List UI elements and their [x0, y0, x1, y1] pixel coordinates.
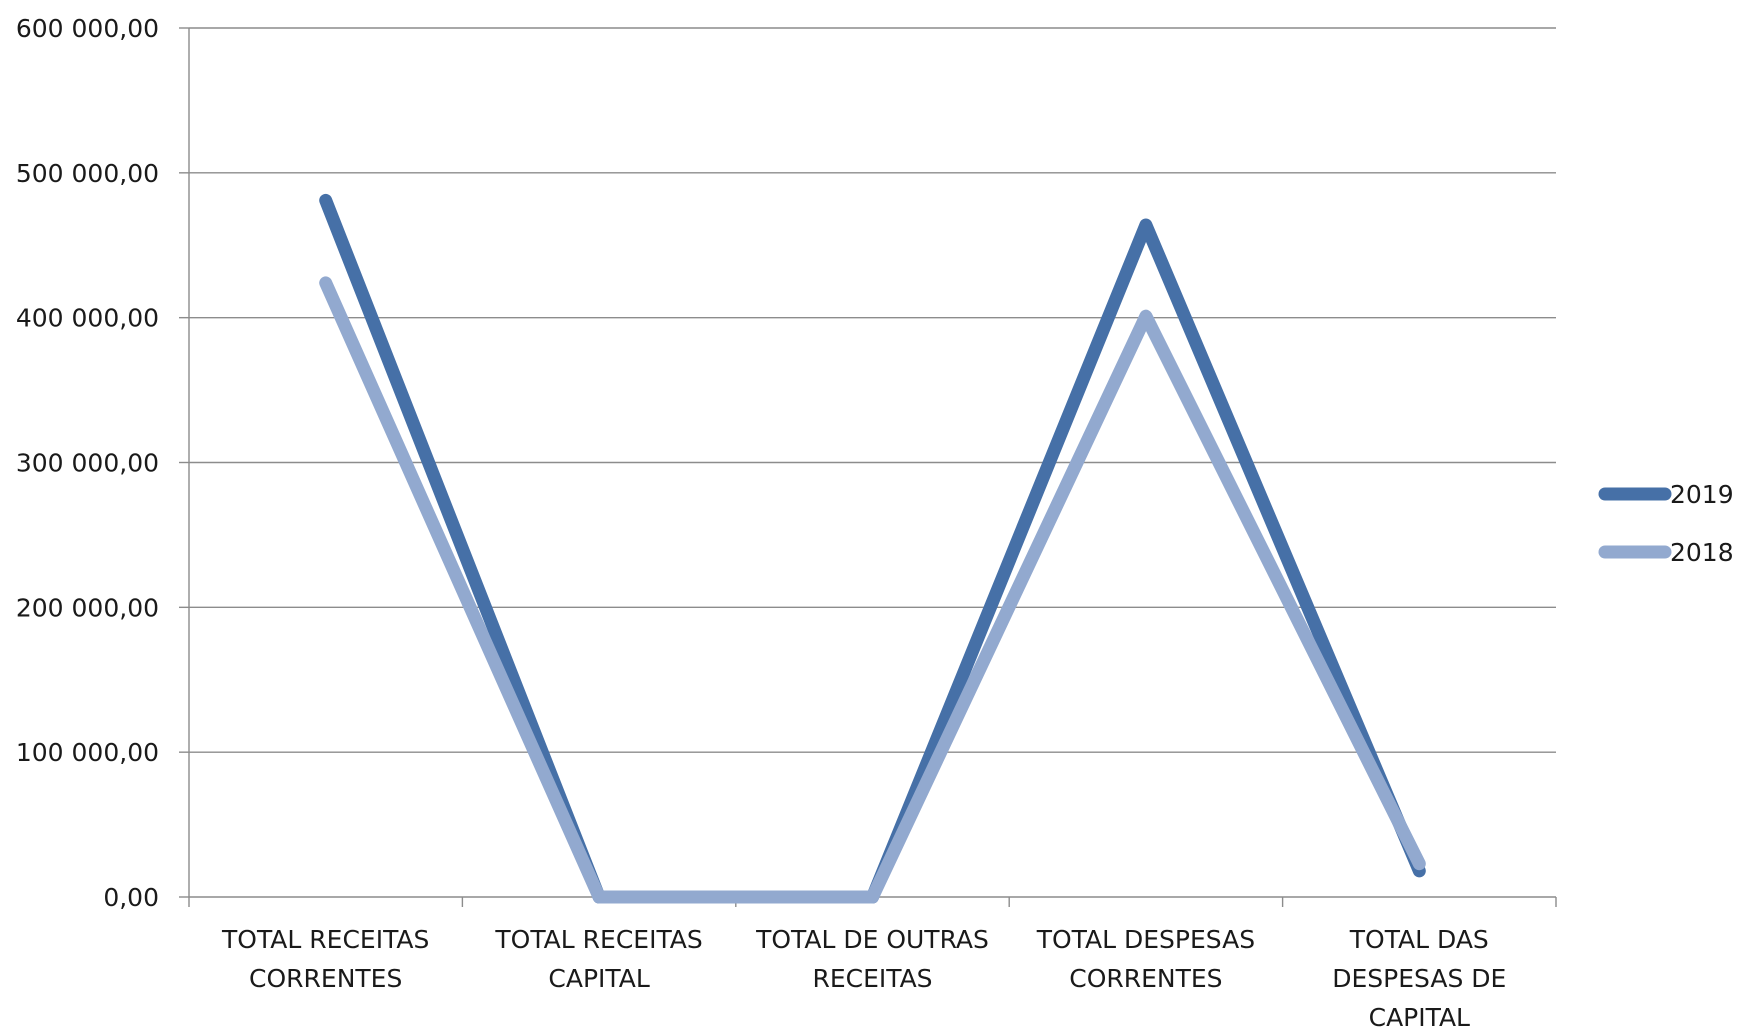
- x-category-label-line: TOTAL DESPESAS: [1036, 925, 1255, 954]
- x-category-label: TOTAL DE OUTRAS RECEITAS: [755, 925, 989, 993]
- x-category-label: TOTAL RECEITAS CORRENTES: [221, 925, 429, 993]
- x-category-label: TOTAL RECEITAS CAPITAL: [494, 925, 702, 993]
- x-category-label-line: CORRENTES: [1069, 964, 1222, 993]
- y-tick-label: 600 000,00: [16, 14, 159, 43]
- axes: [179, 27, 1557, 907]
- y-tick-label: 500 000,00: [16, 159, 159, 188]
- y-tick-label: 100 000,00: [16, 738, 159, 767]
- y-tick-label: 300 000,00: [16, 449, 159, 478]
- y-tick-label: 200 000,00: [16, 593, 159, 622]
- y-axis-tick-labels: 0,00 100 000,00 200 000,00 300 000,00 400 00…: [16, 14, 159, 912]
- legend: 2019 2018: [1598, 480, 1734, 567]
- grid-lines: [189, 27, 1556, 753]
- x-category-label-line: RECEITAS: [812, 964, 932, 993]
- x-category-label: TOTAL DESPESAS CORRENTES: [1036, 925, 1255, 993]
- x-category-label: TOTAL DAS DESPESAS DE CAPITAL: [1332, 925, 1506, 1030]
- legend-label-2019: 2019: [1670, 480, 1734, 509]
- y-tick-label: 400 000,00: [16, 304, 159, 333]
- x-category-label-line: TOTAL DAS: [1349, 925, 1489, 954]
- x-category-label-line: TOTAL RECEITAS: [494, 925, 702, 954]
- series-lines: [319, 193, 1426, 904]
- x-category-label-line: CAPITAL: [548, 964, 649, 993]
- x-category-label-line: TOTAL RECEITAS: [221, 925, 429, 954]
- legend-label-2018: 2018: [1670, 538, 1734, 567]
- series-line-2018: [319, 276, 1426, 904]
- x-axis-category-labels: TOTAL RECEITAS CORRENTES TOTAL RECEITAS CAP…: [221, 925, 1506, 1030]
- x-category-label-line: DESPESAS DE: [1332, 964, 1506, 993]
- x-category-label-line: CORRENTES: [249, 964, 402, 993]
- x-category-label-line: CAPITAL: [1369, 1003, 1470, 1030]
- x-category-label-line: TOTAL DE OUTRAS: [755, 925, 989, 954]
- y-tick-label: 0,00: [103, 883, 159, 912]
